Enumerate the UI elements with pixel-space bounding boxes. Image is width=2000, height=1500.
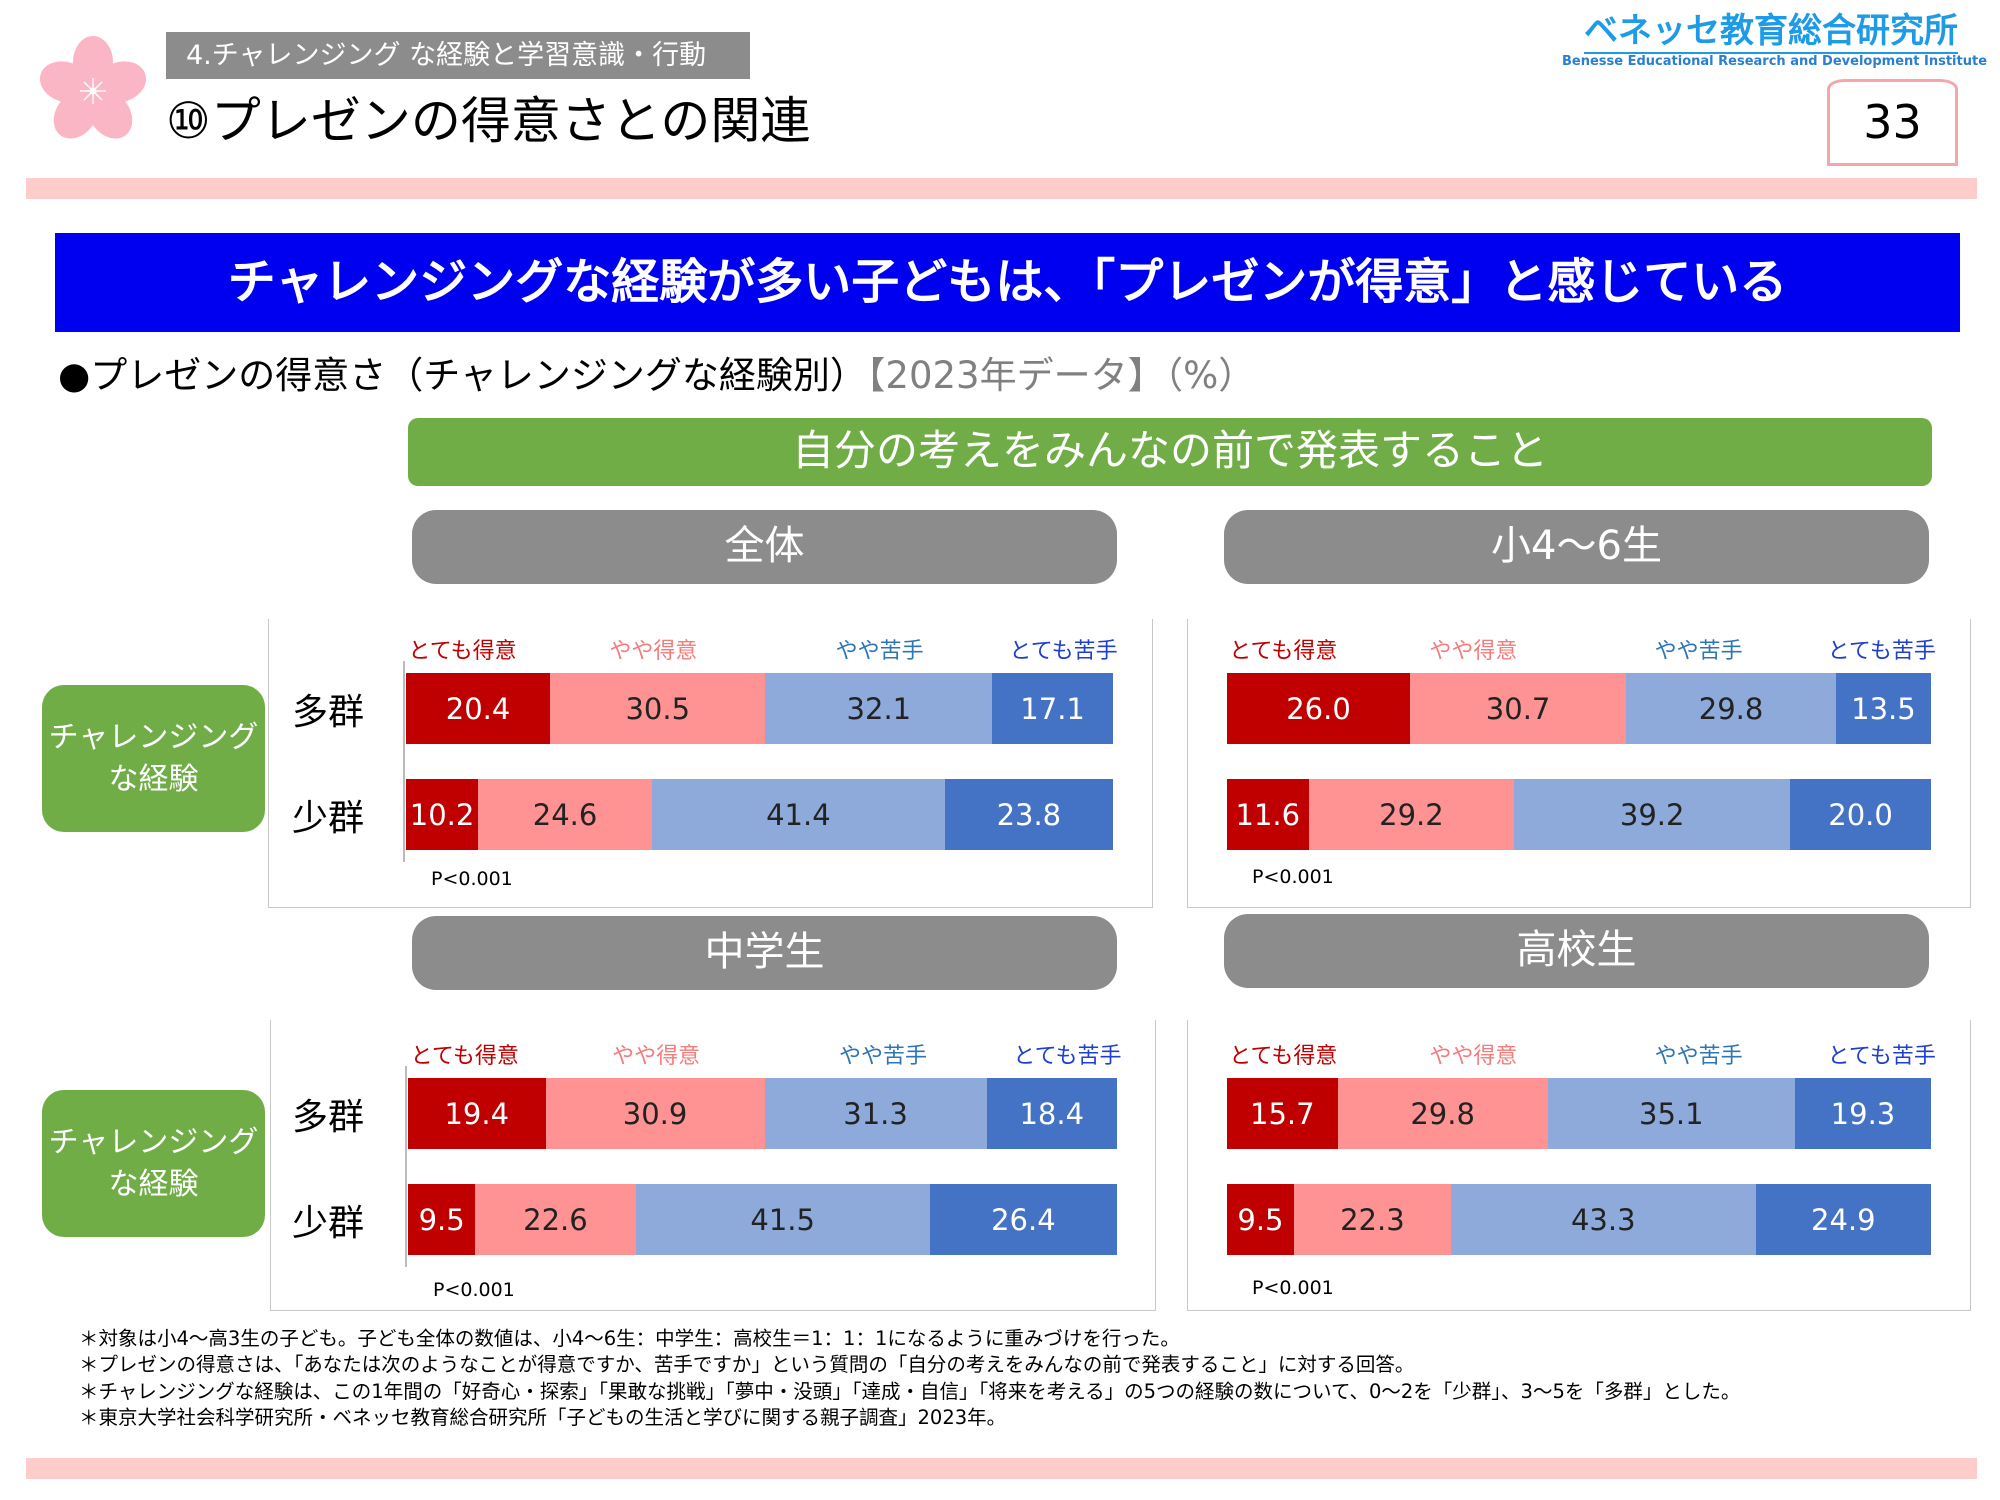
legend-label: やや苦手 [835,639,924,664]
headline-banner: チャレンジングな経験が多い子どもは、「プレゼンが得意」と感じている [55,233,1960,332]
bar-segment: 11.6 [1227,779,1309,850]
bar-segment: 20.4 [406,673,551,744]
bar-segment: 23.8 [944,779,1113,850]
category-label: 多群 [291,1097,364,1138]
stacked-bar: 26.0 30.7 29.8 13.5 [1227,673,1931,744]
footnote: ＊プレゼンの得意さは、「あなたは次のようなことが得意ですか、苦手ですか」という質… [79,1353,1415,1376]
bar-segment: 18.4 [986,1078,1117,1149]
bar-segment: 31.3 [764,1078,987,1149]
category-label: 多群 [291,692,364,733]
legend-label: やや得意 [1429,639,1518,664]
chart-panel [270,1020,1156,1311]
bar-segment: 30.9 [545,1078,765,1149]
section-tag: 4.チャレンジング な経験と学習意識・行動 [166,32,750,79]
legend-label: とても得意 [1229,1044,1338,1069]
p-value: P<0.001 [433,1279,515,1301]
legend-label: やや得意 [1429,1044,1518,1069]
bar-segment: 29.8 [1626,673,1836,744]
legend-label: やや苦手 [1654,639,1743,664]
p-value: P<0.001 [1252,866,1334,888]
legend-label: とても得意 [410,1044,519,1069]
legend-label: とても苦手 [1009,639,1118,664]
top-divider [26,178,1977,199]
legend-label: やや得意 [612,1044,701,1069]
page-number: 33 [1827,79,1958,166]
legend-label: とても苦手 [1827,1044,1936,1069]
page-title: ⑩プレゼンの得意さとの関連 [166,92,811,150]
stacked-bar: 9.5 22.6 41.5 26.4 [408,1184,1117,1255]
legend-label: とても得意 [1229,639,1338,664]
logo: ベネッセ教育総合研究所 Benesse Educational Research… [1562,10,1988,69]
bar-segment: 43.3 [1450,1184,1756,1255]
bar-segment: 20.0 [1790,779,1931,850]
bar-segment: 15.7 [1227,1078,1338,1149]
bar-segment: 39.2 [1514,779,1791,850]
sakura-icon [38,36,148,142]
bar-segment: 35.1 [1547,1078,1795,1149]
p-value: P<0.001 [431,868,513,890]
panel-title: 高校生 [1224,914,1929,988]
legend-label: やや苦手 [839,1044,928,1069]
legend-label: やや苦手 [1654,1044,1743,1069]
legend-label: やや得意 [609,639,698,664]
bar-segment: 41.5 [635,1184,930,1255]
category-label: 少群 [291,1203,364,1244]
stacked-bar: 9.5 22.3 43.3 24.9 [1227,1184,1931,1255]
subtitle-main: ●プレゼンの得意さ（チャレンジングな経験別） [58,354,867,397]
group-label: チャレンジング な経験 [42,685,265,832]
bar-segment: 19.3 [1794,1078,1931,1149]
chart-panel [1187,619,1971,908]
stacked-bar: 19.4 30.9 31.3 18.4 [408,1078,1117,1149]
bar-segment: 19.4 [408,1078,546,1149]
bar-segment: 13.5 [1835,673,1931,744]
subtitle-note: 【2023年データ】（%） [866,354,1256,397]
panel-title: 小4～6生 [1224,510,1929,584]
bar-segment: 26.0 [1227,673,1411,744]
bar-segment: 9.5 [408,1184,476,1255]
footnote: ＊対象は小4～高3生の子ども。子ども全体の数値は、小4～6生：中学生：高校生＝1… [79,1327,1180,1350]
stacked-bar: 11.6 29.2 39.2 20.0 [1227,779,1931,850]
bar-segment: 24.9 [1755,1184,1931,1255]
axis-line [403,661,405,862]
logo-jp: ベネッセ教育総合研究所 [1584,10,1958,54]
chart-panel [1187,1020,1971,1311]
bar-segment: 29.2 [1308,779,1515,850]
stacked-bar: 15.7 29.8 35.1 19.3 [1227,1078,1931,1149]
legend-label: とても苦手 [1013,1044,1122,1069]
stacked-bar: 10.2 24.6 41.4 23.8 [406,779,1113,850]
bar-segment: 30.5 [550,673,766,744]
bar-segment: 10.2 [406,779,479,850]
chart-subtitle: ●プレゼンの得意さ（チャレンジングな経験別）【2023年データ】（%） [58,352,1255,400]
bar-segment: 26.4 [929,1184,1117,1255]
panel-title: 中学生 [412,916,1117,990]
chart-panel [268,619,1153,908]
footnote: ＊チャレンジングな経験は、この1年間の「好奇心・探索」「果敢な挑戦」「夢中・没頭… [79,1380,1741,1403]
bar-segment: 41.4 [652,779,945,850]
p-value: P<0.001 [1252,1277,1334,1299]
legend-label: とても得意 [408,639,517,664]
bar-segment: 22.6 [475,1184,636,1255]
footnote: ＊東京大学社会科学研究所・ベネッセ教育総合研究所「子どもの生活と学びに関する親子… [79,1406,1007,1429]
axis-line [405,1066,407,1267]
panel-title: 全体 [412,510,1117,584]
logo-en: Benesse Educational Research and Develop… [1562,54,1988,69]
bar-segment: 22.3 [1293,1184,1451,1255]
legend-label: とても苦手 [1827,639,1936,664]
stacked-bar: 20.4 30.5 32.1 17.1 [406,673,1113,744]
bar-segment: 29.8 [1337,1078,1548,1149]
bar-segment: 32.1 [765,673,993,744]
bar-segment: 30.7 [1410,673,1627,744]
category-label: 少群 [291,798,364,839]
bottom-divider [26,1458,1977,1479]
bar-segment: 17.1 [992,673,1113,744]
group-label: チャレンジング な経験 [42,1090,265,1237]
bar-segment: 9.5 [1227,1184,1294,1255]
bar-segment: 24.6 [478,779,653,850]
question-header: 自分の考えをみんなの前で発表すること [408,418,1932,486]
